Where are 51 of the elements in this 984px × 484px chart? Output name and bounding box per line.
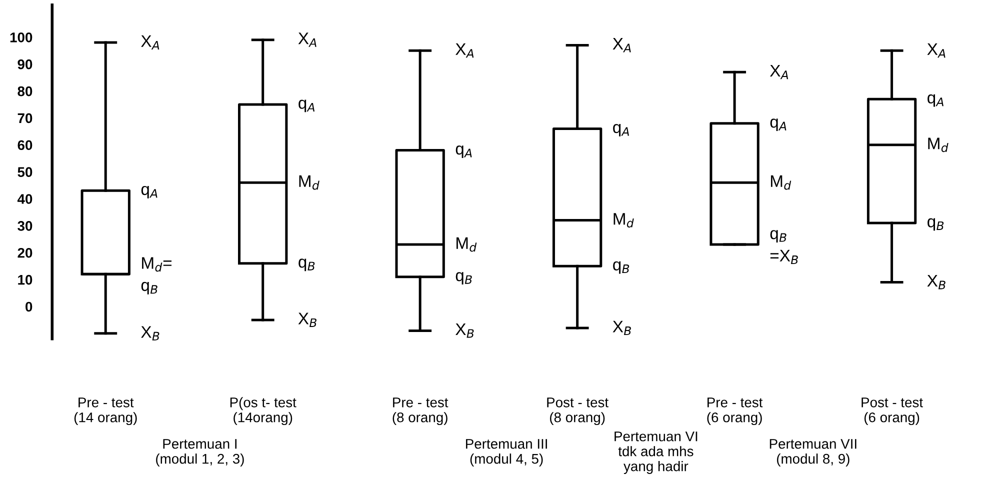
annotation: X$_{A}$ (770, 64, 788, 80)
x-tick-label: Pre - test (6 orang) (707, 398, 763, 426)
y-tick-label: 10 (18, 274, 32, 285)
text: Pertemuan VI tdk ada mhs yang hadir (614, 432, 698, 474)
x-tick-label: Post - test (8 orang) (547, 398, 608, 426)
y-tick-label: 90 (18, 59, 32, 70)
annotation: q$_{A}$ (298, 100, 315, 112)
annotation: M$_{d}$ (456, 237, 477, 252)
annotation: q$_{A}$ (928, 94, 944, 107)
y-tick-label: 30 (18, 221, 32, 231)
annotation: q$_{B}$ (613, 261, 630, 274)
text: Pertemuan I (modul 1, 2, 3) (156, 439, 244, 466)
annotation: X$_{B}$ (927, 275, 946, 290)
y-tick-label: 40 (17, 194, 32, 204)
annotation: X$_{B}$ (298, 312, 316, 327)
annotation: q$_{A}$ (456, 146, 472, 158)
annotation: q$_{B}$ (928, 218, 944, 231)
annotation: X$_{A}$ (612, 38, 631, 52)
annotation: q$_{B}$ (141, 282, 158, 294)
annotation: X$_{A}$ (927, 43, 946, 58)
annotation: =X$_{B}$ (770, 250, 798, 264)
annotation: q$_{B}$ (456, 272, 472, 285)
y-tick-label: 60 (18, 140, 32, 150)
x-tick-label: Pre - test (8 orang) (392, 398, 448, 426)
annotation: q$_{A}$ (770, 118, 786, 132)
annotation: X$_{A}$ (298, 32, 316, 47)
annotation: M$_{d}$= (142, 257, 172, 272)
annotation: X$_{B}$ (141, 326, 160, 340)
y-tick-label: 20 (18, 248, 32, 258)
annotation: X$_{B}$ (456, 324, 474, 338)
text: Pertemuan VII (modul 8, 9) (770, 439, 856, 466)
annotation: M$_{d}$ (928, 138, 948, 152)
text: Pertemuan III (modul 4, 5) (466, 439, 547, 466)
annotation: X$_{A}$ (141, 35, 160, 50)
y-tick-label: 50 (18, 167, 32, 177)
annotation: M$_{d}$ (299, 175, 320, 190)
annotation: X$_{A}$ (456, 43, 474, 58)
annotation: q$_{B}$ (770, 230, 786, 243)
y-tick-label: 100 (10, 32, 32, 42)
annotation: M$_{d}$ (770, 175, 792, 190)
annotation: M$_{d}$ (614, 213, 634, 228)
y-tick-label: 70 (18, 113, 32, 124)
y-tick-label: 80 (18, 86, 32, 96)
x-tick-label: P(os t- test (14orang) (230, 397, 296, 426)
annotation: q$_{A}$ (613, 124, 629, 136)
x-tick-label: Post - test (6 orang) (862, 398, 923, 426)
annotation: q$_{B}$ (298, 258, 315, 272)
annotation: X$_{B}$ (612, 320, 631, 336)
x-tick-label: Pre - test (14 orang) (74, 398, 137, 426)
annotation: q$_{A}$ (141, 186, 158, 198)
y-tick-label: 0 (26, 302, 32, 312)
